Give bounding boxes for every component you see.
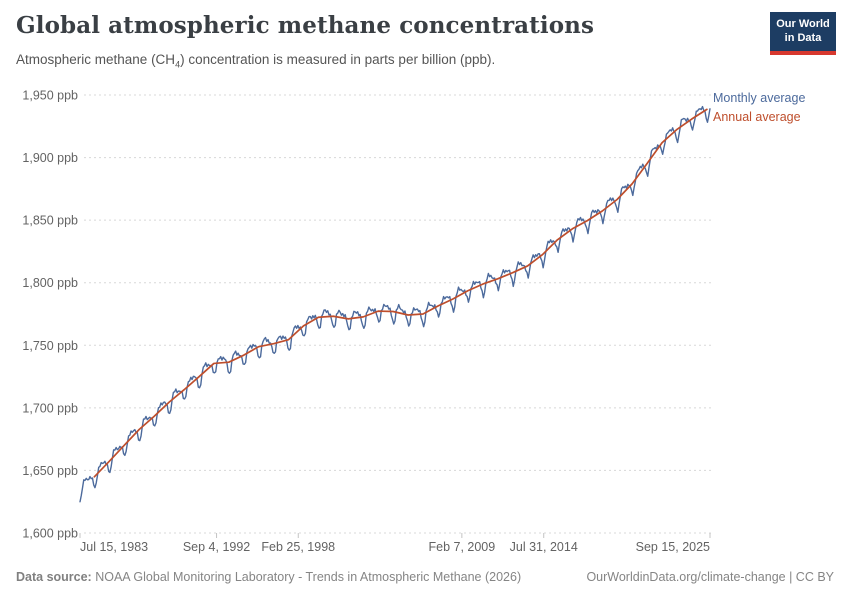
y-axis-label: 1,700 ppb xyxy=(22,401,78,415)
subtitle-subscript: 4 xyxy=(175,59,181,70)
y-axis-label: 1,650 ppb xyxy=(22,464,78,478)
legend-monthly-average[interactable]: Monthly average xyxy=(713,91,806,105)
page-title: Global atmospheric methane concentration… xyxy=(16,12,595,39)
owid-logo-line1: Our World xyxy=(776,18,830,30)
owid-logo[interactable]: Our World in Data xyxy=(770,12,836,55)
chart-subtitle: Atmospheric methane (CH4) concentration … xyxy=(16,52,495,70)
x-axis-label: Sep 15, 2025 xyxy=(636,540,710,554)
data-source-note: Data source: NOAA Global Monitoring Labo… xyxy=(16,570,521,584)
y-axis-label: 1,800 ppb xyxy=(22,276,78,290)
x-axis-label: Jul 15, 1983 xyxy=(80,540,148,554)
x-axis-label: Jul 31, 2014 xyxy=(510,540,578,554)
legend-annual-average[interactable]: Annual average xyxy=(713,110,801,124)
annual-average-line[interactable] xyxy=(93,108,708,478)
owid-logo-line2: in Data xyxy=(784,31,822,44)
y-axis-label: 1,600 ppb xyxy=(22,527,78,541)
y-axis-label: 1,950 ppb xyxy=(22,89,78,103)
y-axis-label: 1,750 ppb xyxy=(22,339,78,353)
chart-footer: Data source: NOAA Global Monitoring Labo… xyxy=(16,570,834,584)
owid-license-link[interactable]: OurWorldinData.org/climate-change | CC B… xyxy=(586,570,834,584)
subtitle-suffix: ) concentration is measured in parts per… xyxy=(180,52,496,67)
x-axis-label: Feb 25, 1998 xyxy=(261,540,335,554)
y-axis-label: 1,900 ppb xyxy=(22,151,78,165)
monthly-average-line[interactable] xyxy=(79,105,711,503)
x-axis-label: Feb 7, 2009 xyxy=(428,540,495,554)
y-axis-label: 1,850 ppb xyxy=(22,214,78,228)
data-source-label: Data source: xyxy=(16,570,92,584)
subtitle-prefix: Atmospheric methane (CH xyxy=(16,52,176,67)
x-axis-label: Sep 4, 1992 xyxy=(183,540,250,554)
data-source-text: NOAA Global Monitoring Laboratory - Tren… xyxy=(91,570,522,584)
